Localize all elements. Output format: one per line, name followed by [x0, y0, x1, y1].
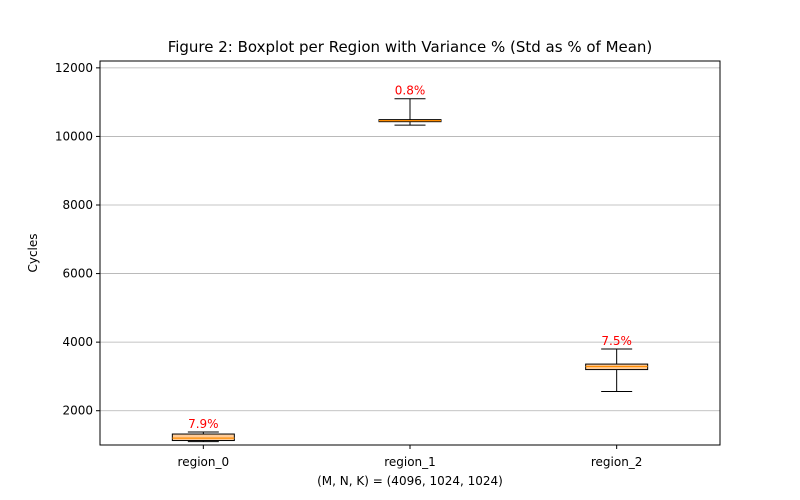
x-tick-label-region_0: region_0 — [178, 455, 230, 469]
x-tick-label-region_1: region_1 — [384, 455, 436, 469]
box-region_1: 0.8% — [378, 84, 442, 126]
tick-layer: 2000 4000 6000 8000 10000 12000 region_0 region… — [55, 61, 643, 469]
box-region_0: 7.9% — [171, 417, 235, 443]
variance-annotation: 7.5% — [601, 334, 632, 348]
y-axis-label: Cycles — [26, 233, 40, 272]
x-tick-label-region_2: region_2 — [591, 455, 643, 469]
chart-title: Figure 2: Boxplot per Region with Varian… — [168, 38, 653, 56]
grid-layer — [100, 67, 720, 412]
y-tick-label: 8000 — [62, 198, 93, 212]
iqr-box — [171, 433, 235, 442]
y-tick-label: 4000 — [62, 335, 93, 349]
variance-annotation: 7.9% — [188, 417, 219, 431]
y-tick-label: 6000 — [62, 267, 93, 281]
y-tick-label: 2000 — [62, 404, 93, 418]
box-layer: 7.9% 0.8% 7.5% — [171, 84, 649, 443]
box-region_2: 7.5% — [585, 334, 649, 393]
x-axis-label: (M, N, K) = (4096, 1024, 1024) — [317, 474, 503, 488]
y-tick-label: 12000 — [55, 61, 93, 75]
variance-annotation: 0.8% — [395, 84, 426, 98]
y-tick-label: 10000 — [55, 129, 93, 143]
